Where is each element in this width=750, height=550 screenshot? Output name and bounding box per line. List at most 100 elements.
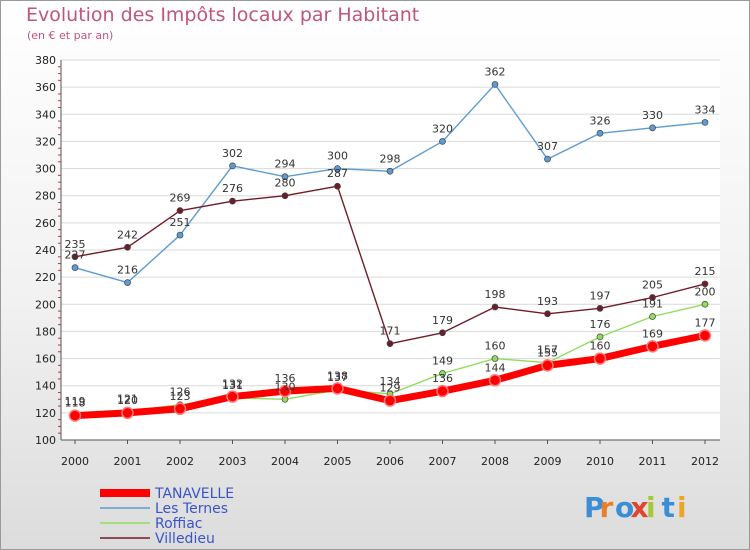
x-tick-label: 2001 bbox=[114, 455, 142, 468]
y-tick-label: 260 bbox=[35, 217, 56, 230]
data-label: 137 bbox=[327, 371, 348, 384]
data-point bbox=[491, 303, 499, 311]
data-label: 200 bbox=[695, 285, 716, 298]
legend-label: Roffiac bbox=[155, 516, 202, 532]
data-point bbox=[649, 313, 656, 320]
data-point bbox=[71, 253, 79, 261]
data-label: 123 bbox=[170, 390, 191, 403]
brand-letter: o bbox=[615, 491, 634, 524]
data-point bbox=[176, 207, 184, 214]
data-label: 251 bbox=[170, 216, 191, 229]
data-point bbox=[176, 231, 184, 239]
data-label: 215 bbox=[695, 265, 716, 278]
data-labels: 118 120 123 132 136 138 129 136 144 155 160 169 177 2… bbox=[65, 65, 716, 409]
data-label: 302 bbox=[222, 147, 243, 160]
data-label: 176 bbox=[590, 318, 611, 331]
data-label: 298 bbox=[380, 152, 401, 165]
y-tick-label: 360 bbox=[35, 81, 56, 94]
data-label: 205 bbox=[642, 279, 663, 292]
data-point bbox=[491, 81, 499, 88]
data-label: 307 bbox=[537, 140, 558, 153]
data-label: 320 bbox=[432, 122, 453, 135]
data-label: 227 bbox=[65, 249, 86, 262]
chart-subtitle: (en € et par an) bbox=[27, 29, 114, 42]
data-label: 126 bbox=[170, 386, 191, 399]
chart-title: Evolution des Impôts locaux par Habitant bbox=[26, 4, 420, 26]
data-point bbox=[698, 329, 712, 342]
data-label: 197 bbox=[590, 289, 611, 302]
data-point bbox=[439, 329, 446, 337]
data-label: 294 bbox=[275, 158, 296, 171]
data-point bbox=[488, 374, 502, 387]
x-tick-label: 2005 bbox=[324, 455, 352, 468]
data-label: 136 bbox=[432, 372, 453, 385]
data-point bbox=[281, 173, 289, 181]
y-tick-label: 320 bbox=[35, 135, 56, 148]
data-label: 120 bbox=[117, 394, 138, 407]
data-point bbox=[541, 359, 554, 372]
data-point bbox=[334, 182, 341, 190]
data-label: 134 bbox=[380, 375, 401, 388]
x-tick-label: 2004 bbox=[271, 455, 299, 468]
data-label: 177 bbox=[695, 317, 716, 330]
brand-letter: r bbox=[600, 491, 614, 524]
data-point bbox=[229, 162, 236, 170]
data-point bbox=[649, 294, 656, 301]
data-label: 269 bbox=[170, 192, 191, 205]
data-label: 121 bbox=[117, 393, 138, 406]
data-label: 169 bbox=[642, 327, 663, 340]
x-tick-label: 2009 bbox=[534, 455, 562, 468]
legend-label: TANAVELLE bbox=[154, 486, 234, 502]
data-label: 144 bbox=[485, 361, 506, 374]
data-point bbox=[124, 279, 131, 286]
data-label: 138 bbox=[327, 369, 348, 382]
data-point bbox=[124, 243, 131, 251]
data-label: 300 bbox=[327, 150, 348, 163]
y-tick-label: 220 bbox=[35, 271, 56, 284]
y-tick-label: 240 bbox=[35, 244, 56, 257]
data-point bbox=[646, 340, 659, 353]
data-label: 362 bbox=[485, 65, 506, 78]
y-tick-label: 100 bbox=[35, 434, 56, 447]
data-point bbox=[701, 119, 709, 126]
brand-letter: x bbox=[631, 491, 649, 524]
data-point bbox=[121, 406, 134, 420]
x-tick-label: 2010 bbox=[586, 455, 614, 468]
data-point bbox=[649, 124, 656, 132]
data-point bbox=[436, 384, 449, 398]
data-label: 119 bbox=[65, 395, 86, 408]
data-label: 330 bbox=[642, 109, 663, 122]
x-tick-label: 2011 bbox=[639, 455, 667, 468]
data-point bbox=[173, 402, 187, 416]
data-point bbox=[439, 138, 446, 145]
x-tick-label: 2008 bbox=[481, 455, 509, 468]
data-label: 276 bbox=[222, 182, 243, 195]
y-tick-label: 200 bbox=[35, 298, 56, 311]
data-label: 160 bbox=[590, 340, 611, 353]
data-point bbox=[386, 340, 394, 347]
data-point bbox=[226, 390, 239, 403]
brand-letter: P bbox=[584, 491, 605, 524]
brand-letter: i bbox=[677, 491, 687, 524]
data-label: 326 bbox=[590, 114, 611, 127]
data-label: 334 bbox=[695, 103, 716, 116]
data-label: 129 bbox=[380, 382, 401, 395]
data-label: 136 bbox=[275, 372, 296, 385]
legend-label: Villedieu bbox=[155, 531, 215, 547]
x-tick-label: 2003 bbox=[219, 455, 247, 468]
data-label: 216 bbox=[117, 264, 138, 277]
data-point bbox=[386, 167, 394, 175]
data-label: 193 bbox=[537, 295, 558, 308]
data-point bbox=[701, 280, 709, 288]
data-point bbox=[491, 355, 499, 362]
data-label: 179 bbox=[432, 314, 453, 327]
data-point bbox=[278, 384, 292, 398]
brand-letter: i bbox=[646, 491, 656, 524]
data-label: 118 bbox=[65, 397, 86, 410]
data-point bbox=[229, 197, 236, 205]
y-tick-label: 280 bbox=[35, 190, 56, 203]
data-point bbox=[596, 129, 604, 137]
data-label: 132 bbox=[222, 378, 243, 391]
data-point bbox=[596, 333, 604, 341]
